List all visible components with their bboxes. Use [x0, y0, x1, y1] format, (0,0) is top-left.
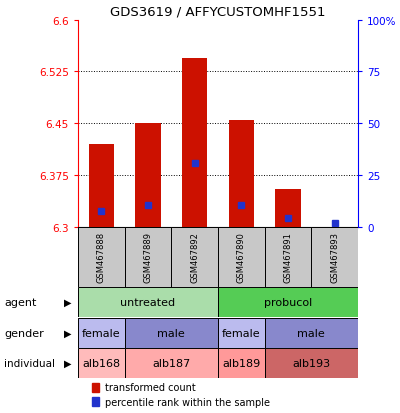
Bar — [265, 348, 358, 378]
Text: probucol: probucol — [264, 297, 312, 307]
Bar — [218, 348, 265, 378]
Bar — [218, 287, 358, 317]
Text: male: male — [158, 328, 185, 338]
Bar — [182, 59, 208, 227]
Bar — [311, 227, 358, 287]
Text: ▶: ▶ — [64, 358, 72, 368]
Text: alb187: alb187 — [152, 358, 190, 368]
Bar — [135, 124, 161, 227]
Text: percentile rank within the sample: percentile rank within the sample — [105, 396, 270, 406]
Text: gender: gender — [4, 328, 44, 338]
Bar — [78, 318, 125, 348]
Text: ▶: ▶ — [64, 328, 72, 338]
Text: GSM467892: GSM467892 — [190, 232, 199, 282]
Text: GSM467888: GSM467888 — [97, 232, 106, 282]
Bar — [228, 121, 254, 227]
Title: GDS3619 / AFFYCUSTOMHF1551: GDS3619 / AFFYCUSTOMHF1551 — [110, 5, 326, 18]
Text: transformed count: transformed count — [105, 382, 196, 392]
Text: GSM467893: GSM467893 — [330, 232, 339, 282]
Text: female: female — [222, 328, 261, 338]
Text: untreated: untreated — [120, 297, 176, 307]
Text: male: male — [298, 328, 325, 338]
Bar — [171, 227, 218, 287]
Bar — [125, 227, 171, 287]
Text: alb168: alb168 — [82, 358, 120, 368]
Bar — [275, 189, 301, 227]
Bar — [78, 348, 125, 378]
Text: GSM467891: GSM467891 — [284, 232, 292, 282]
Text: agent: agent — [4, 297, 36, 307]
Bar — [125, 348, 218, 378]
Text: individual: individual — [4, 358, 55, 368]
Text: GSM467889: GSM467889 — [144, 232, 152, 282]
Text: alb189: alb189 — [222, 358, 260, 368]
Bar — [78, 287, 218, 317]
Text: female: female — [82, 328, 121, 338]
Bar — [78, 227, 125, 287]
Text: ▶: ▶ — [64, 297, 72, 307]
Bar — [125, 318, 218, 348]
Bar — [92, 382, 99, 392]
Text: GSM467890: GSM467890 — [237, 232, 246, 282]
Text: alb193: alb193 — [292, 358, 330, 368]
Bar — [92, 397, 99, 406]
Bar — [218, 227, 265, 287]
Bar — [265, 227, 311, 287]
Bar — [218, 318, 265, 348]
Bar — [88, 145, 114, 227]
Bar — [265, 318, 358, 348]
